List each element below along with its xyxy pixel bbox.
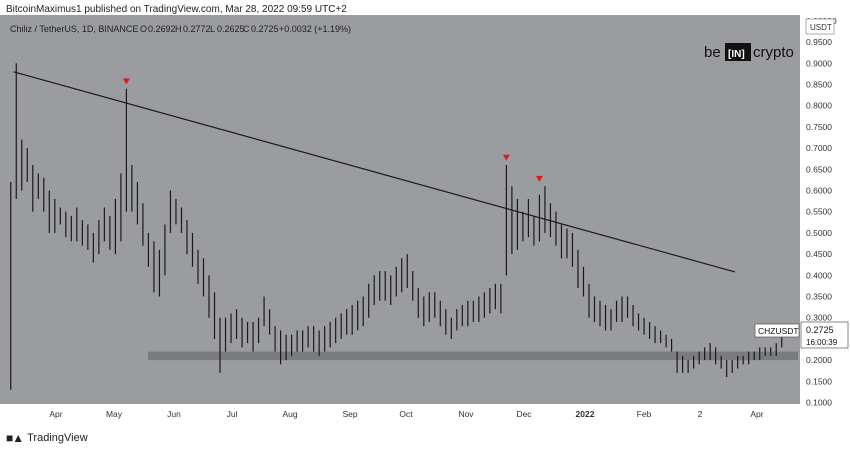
- plot-background: [0, 15, 800, 425]
- logo-in-box: [725, 43, 751, 61]
- ohlc-low: 0.2625: [217, 24, 245, 34]
- ohlc-open: 0.2692: [148, 24, 176, 34]
- logo-crypto: crypto: [753, 44, 794, 61]
- time-tick-label: Apr: [49, 409, 62, 419]
- candles-layer: [10, 63, 788, 390]
- time-tick-label: Dec: [516, 409, 532, 419]
- peak-marker: [122, 78, 130, 85]
- descending-resistance-line: [13, 71, 736, 273]
- axis-unit: USDT: [810, 23, 832, 32]
- time-tick-label: Oct: [399, 409, 413, 419]
- last-price: 0.2725: [806, 325, 834, 335]
- chart-area[interactable]: Chiliz / TetherUS, 1D, BINANCE O 0.2692 …: [0, 15, 850, 425]
- time-tick-label: Sep: [342, 409, 357, 419]
- price-tick-label: 0.9500: [806, 37, 832, 47]
- time-tick-label: Apr: [750, 409, 763, 419]
- price-tick-label: 0.4500: [806, 249, 832, 259]
- ohlc-c-label: C: [243, 24, 250, 34]
- price-tick-label: 0.1000: [806, 398, 832, 408]
- ohlc-o-label: O: [140, 24, 147, 34]
- becrypto-logo: be [IN] crypto: [704, 43, 794, 61]
- trendline-layer: [13, 71, 736, 273]
- price-tick-label: 0.3000: [806, 313, 832, 323]
- price-tick-label: 0.6000: [806, 186, 832, 196]
- ohlc-h-label: H: [175, 24, 182, 34]
- price-tick-label: 0.2000: [806, 355, 832, 365]
- bar-countdown: 16:00:39: [806, 338, 838, 347]
- price-axis-background: [800, 15, 850, 425]
- support-zone: [148, 351, 798, 361]
- logo-in: [IN]: [728, 49, 745, 60]
- time-tick-label: Aug: [282, 409, 297, 419]
- price-tick-label: 0.5500: [806, 207, 832, 217]
- price-tick-label: 0.7000: [806, 143, 832, 153]
- logo-be: be: [704, 44, 721, 61]
- price-tick-label: 0.7500: [806, 122, 832, 132]
- support-zone-layer: [148, 351, 798, 361]
- unit-badge: [805, 18, 835, 35]
- peak-marker: [502, 154, 510, 161]
- time-tick-label: Jul: [227, 409, 238, 419]
- last-price-tag: CHZUSDT 0.2725 16:00:39: [754, 321, 849, 349]
- ohlc-high: 0.2772: [183, 24, 211, 34]
- time-tick-label: May: [106, 409, 123, 419]
- ohlc-l-label: L: [210, 24, 215, 34]
- peak-marker: [535, 175, 543, 182]
- price-tick-label: 0.9000: [806, 58, 832, 68]
- ohlc-close: 0.2725: [251, 24, 279, 34]
- symbol-tag-box: [754, 323, 800, 338]
- symbol-name: Chiliz / TetherUS, 1D, BINANCE: [10, 24, 138, 34]
- price-tick-label: 0.1500: [806, 376, 832, 386]
- publish-header: BitcoinMaximus1 published on TradingView…: [6, 4, 347, 15]
- time-axis[interactable]: Apr May Jun Jul Aug Sep Oct Nov Dec 2022 Feb 2 Apr: [49, 409, 763, 419]
- price-tick-label: 0.4000: [806, 270, 832, 280]
- price-tick-label: 0.6500: [806, 164, 832, 174]
- price-tick-label: 0.8000: [806, 101, 832, 111]
- footer-brand[interactable]: TradingView: [27, 432, 88, 444]
- price-tick-label: 0.8500: [806, 80, 832, 90]
- time-tick-label: Nov: [458, 409, 474, 419]
- time-tick-label: Jun: [167, 409, 181, 419]
- price-chart[interactable]: Chiliz / TetherUS, 1D, BINANCE O 0.2692 …: [0, 15, 850, 425]
- price-tag-box: [800, 321, 849, 349]
- time-tick-label: Feb: [637, 409, 652, 419]
- time-axis-background: [0, 404, 800, 425]
- markers-layer: [122, 78, 543, 182]
- time-tick-label: 2022: [576, 409, 595, 419]
- symbol-tag: CHZUSDT: [758, 326, 799, 336]
- ohlc-change: +0.0032 (+1.19%): [279, 24, 351, 34]
- tradingview-logo-icon: ■▲: [6, 431, 24, 445]
- time-tick-label: 2: [698, 409, 703, 419]
- footer: ■▲ TradingView: [6, 431, 88, 445]
- price-tick-label: 0.3500: [806, 292, 832, 302]
- price-tick-label: 0.5000: [806, 228, 832, 238]
